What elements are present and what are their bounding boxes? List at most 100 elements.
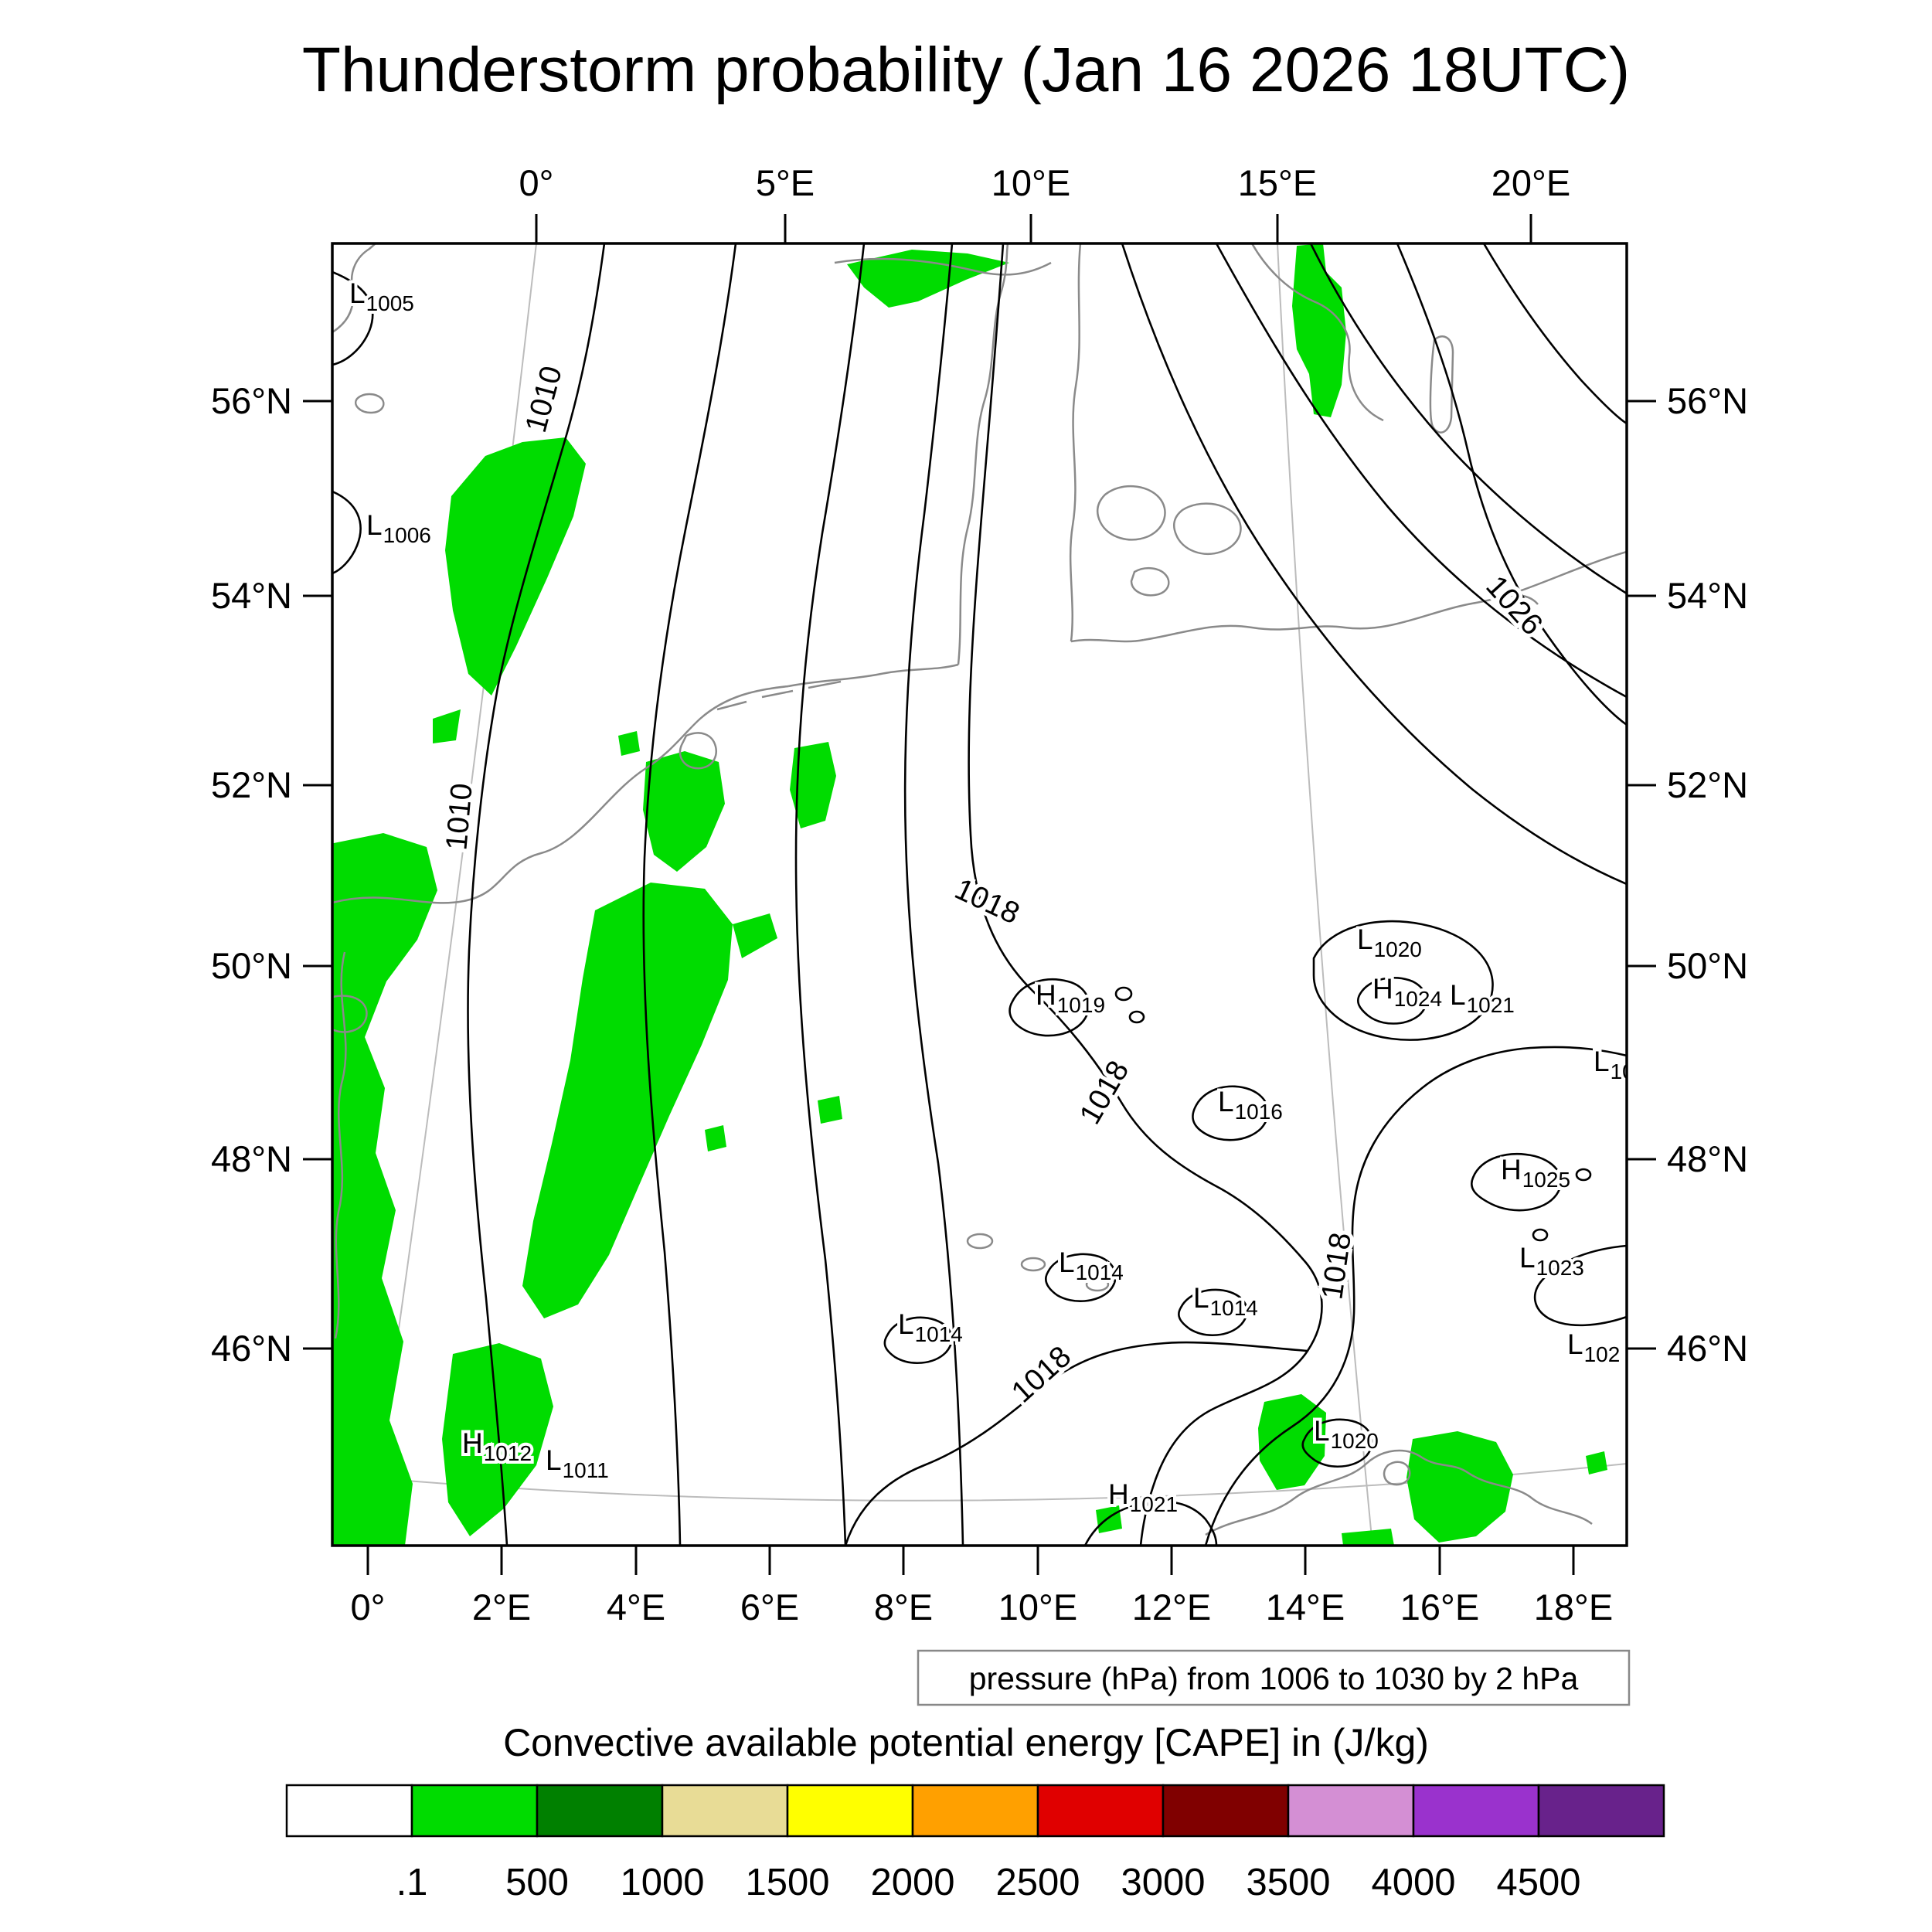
colorbar-cell (1162, 1784, 1290, 1838)
coastline (679, 732, 718, 770)
colorbar: .1 500 1000 1500 2000 2500 3000 3500 4000 4500 (285, 1784, 1665, 1903)
isobar-line (1396, 243, 1627, 726)
isobar-line (1215, 243, 1627, 699)
coastline (1070, 638, 1145, 643)
coastline (332, 995, 368, 1033)
coastline (1085, 1277, 1110, 1292)
isobar-line (968, 243, 1323, 1546)
colorbar-tick-label: 1000 (620, 1862, 704, 1903)
colorbar-tick-label: 2500 (995, 1862, 1080, 1903)
cape-area (1406, 1431, 1513, 1543)
top-axis-label: 15°E (1238, 162, 1317, 203)
coastline (1143, 550, 1627, 641)
contour-label: 1010 (440, 782, 478, 852)
pressure-center-label: L1020 (1314, 1415, 1379, 1453)
isobar-line (794, 243, 866, 1546)
coastline (787, 663, 959, 688)
colorbar-cell (1287, 1784, 1415, 1838)
pressure-center-labels: L1005 L1006 L1020 H1019 H1024 L1021 L10 L1016 H1… (346, 274, 1634, 1519)
bottom-axis-label: 14°E (1266, 1587, 1345, 1628)
coastline (1096, 485, 1166, 541)
isobar-line (1045, 1253, 1117, 1303)
isobar-dot (1575, 1168, 1592, 1182)
left-axis-label: 50°N (211, 945, 292, 986)
contour-label: 1018 (1315, 1230, 1358, 1301)
coastline (1069, 243, 1082, 642)
coastline (1429, 335, 1454, 434)
cape-area (643, 751, 725, 872)
map-frame (331, 242, 1628, 1547)
pressure-center-label: L1014 (1059, 1247, 1124, 1284)
coastline (1020, 1257, 1046, 1272)
coastline (716, 700, 747, 711)
colorbar-tick-label: 1500 (745, 1862, 829, 1903)
isobar-line (1121, 243, 1627, 886)
map-area: L1005 L1006 L1020 H1019 H1024 L1021 L10 L1016 H1… (332, 243, 1634, 1546)
pressure-center-label: L10 (1594, 1046, 1634, 1083)
pressure-center-label: L1021 (1450, 979, 1515, 1017)
pressure-center-label: L1014 (898, 1308, 963, 1346)
right-axis-label: 54°N (1667, 575, 1748, 616)
isobar-line (332, 490, 362, 575)
pressure-center-label: H1024 (1372, 973, 1442, 1011)
pressure-center-label: L1016 (1218, 1086, 1283, 1124)
isobar-line (844, 1341, 1308, 1546)
cape-area (790, 742, 836, 828)
isobar-line (1309, 243, 1627, 595)
colorbar-cell (786, 1784, 914, 1838)
colorbar-cell (410, 1784, 539, 1838)
bottom-axis-label: 18°E (1534, 1587, 1613, 1628)
bottom-axis-label: 12°E (1132, 1587, 1211, 1628)
isobar-line (1178, 1288, 1248, 1337)
coastline (1130, 566, 1170, 597)
colorbar-tick-label: 4500 (1496, 1862, 1580, 1903)
axis-ticks (303, 214, 1656, 1575)
contour-label: 1018 (1005, 1340, 1077, 1410)
cape-area (818, 1096, 842, 1124)
graticule-meridian (1277, 243, 1373, 1546)
cape-area (847, 250, 1009, 308)
cape-area (1342, 1529, 1394, 1546)
isobar-line (1301, 1418, 1373, 1468)
cape-area (445, 437, 586, 696)
isobar-dot (1114, 986, 1133, 1002)
isobar-line (1482, 243, 1627, 425)
left-axis-label: 46°N (211, 1328, 292, 1369)
isobar-line (467, 243, 606, 1546)
colorbar-title: Convective available potential energy [C… (503, 1721, 1429, 1764)
pressure-center-label: H1019 (1036, 979, 1105, 1017)
axis-labels: 0° 5°E 10°E 15°E 20°E 0° 2°E 4°E 6°E 8°E 10°E 12°E 1… (211, 162, 1748, 1628)
coastline (334, 951, 347, 1339)
pressure-center-label: L1020 (1357, 923, 1422, 961)
coastline (332, 243, 376, 334)
cape-area (618, 731, 640, 756)
colorbar-tick-label: 3500 (1246, 1862, 1330, 1903)
right-axis-label: 46°N (1667, 1328, 1748, 1369)
left-axis-label: 56°N (211, 380, 292, 421)
coastline (966, 1233, 994, 1250)
pressure-center-label: L102 (1567, 1328, 1620, 1366)
pressure-center-label: L1011 (546, 1444, 609, 1482)
isobars (332, 243, 1627, 1546)
bottom-axis-label: 6°E (740, 1587, 799, 1628)
contour-label: 1010 (519, 362, 569, 436)
pressure-center-label: L1006 (366, 509, 431, 547)
left-axis-label: 48°N (211, 1138, 292, 1179)
coastline (1205, 1449, 1593, 1536)
coastline (332, 685, 789, 904)
pressure-caption-border (917, 1649, 1631, 1706)
isobar-line (1192, 1085, 1270, 1141)
isobar-dot (1128, 1010, 1145, 1024)
pressure-caption-box: pressure (hPa) from 1006 to 1030 by 2 hP… (917, 1649, 1631, 1706)
page-title: Thunderstorm probability (Jan 16 2026 18… (302, 35, 1630, 105)
coastline (355, 393, 385, 414)
colorbar-cell (285, 1784, 413, 1838)
pressure-caption: pressure (hPa) from 1006 to 1030 by 2 hP… (969, 1661, 1579, 1696)
cape-area (522, 883, 733, 1318)
isobar-line (332, 270, 374, 366)
colorbar-cell (1537, 1784, 1665, 1838)
colorbar-tick-label: 500 (505, 1862, 569, 1903)
isobar-line (903, 243, 964, 1546)
pressure-center-label: H1025 (1501, 1154, 1570, 1192)
